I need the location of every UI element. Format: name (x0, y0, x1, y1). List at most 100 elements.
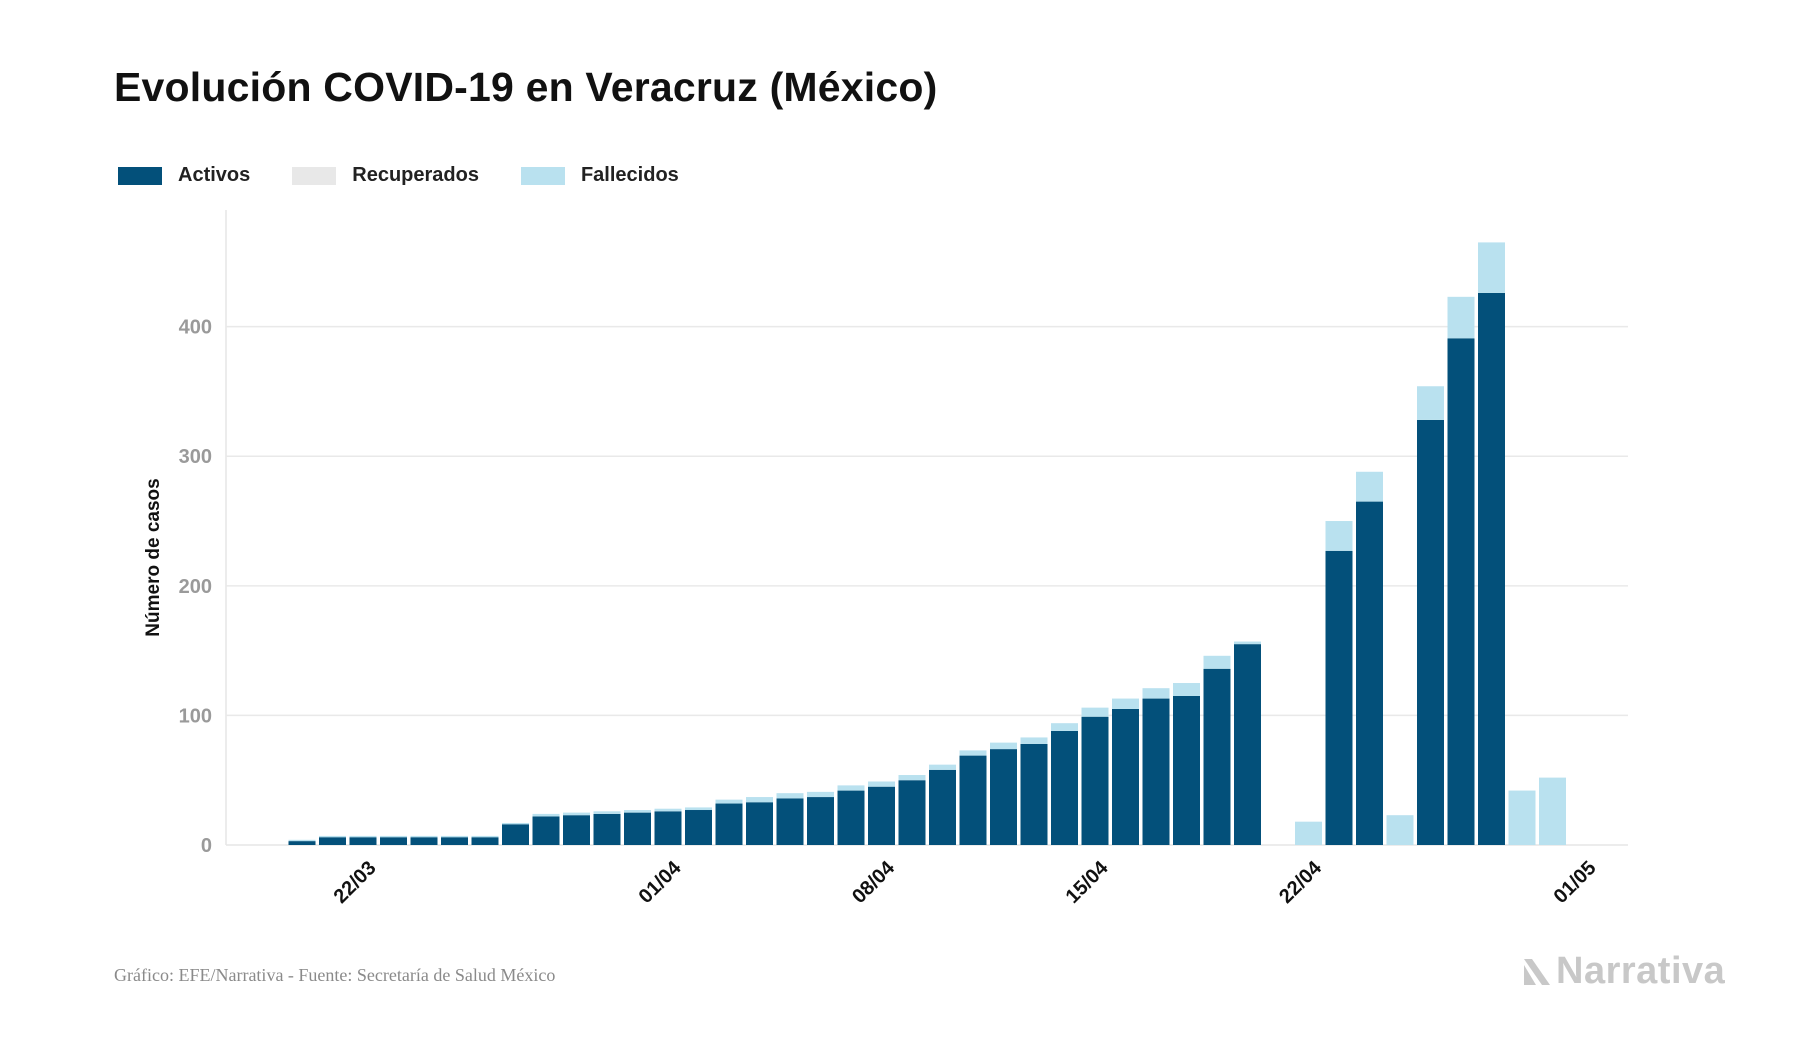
bar-fallecidos (410, 835, 438, 838)
bar-activos (898, 780, 926, 845)
bar-activos (410, 837, 438, 845)
legend-swatch-activos (118, 166, 162, 185)
bar-fallecidos (380, 835, 407, 838)
bar-fallecidos (1112, 698, 1139, 709)
bar-fallecidos (563, 812, 590, 816)
y-tick-label: 300 (179, 446, 212, 468)
bar-activos (593, 813, 621, 845)
legend-swatch-fallecidos (520, 166, 565, 185)
bar-activos (715, 803, 743, 845)
bar-fallecidos (1081, 707, 1109, 717)
bar-activos (990, 749, 1017, 845)
bar-activos (1081, 716, 1109, 845)
bar-fallecidos (929, 764, 956, 770)
bar-activos (624, 812, 651, 845)
legend-swatch-recuperados (292, 166, 337, 185)
bar-activos (441, 837, 468, 845)
bar-activos (807, 797, 834, 845)
x-tick-label: 15/04 (1062, 856, 1114, 908)
bar-activos (1356, 501, 1383, 845)
bar-activos (1203, 668, 1231, 845)
bar-fallecidos (807, 791, 834, 798)
bar-activos (502, 824, 529, 845)
brand-name: Narrativa (1556, 950, 1726, 992)
bar-fallecidos (1325, 521, 1353, 551)
bar-fallecidos (288, 839, 316, 842)
bar-fallecidos (746, 797, 773, 803)
bar-activos (776, 798, 804, 845)
bar-activos (837, 790, 865, 845)
bar-fallecidos (1295, 821, 1322, 845)
bar-activos (1478, 292, 1505, 845)
bar-activos (1112, 708, 1139, 845)
bar-fallecidos (1356, 471, 1383, 502)
bar-fallecidos (776, 793, 804, 799)
bar-fallecidos (685, 807, 712, 811)
bar-fallecidos (349, 835, 377, 838)
bar-fallecidos (1447, 296, 1475, 339)
legend-item-recuperados: Recuperados (292, 164, 479, 187)
bar-fallecidos (868, 781, 895, 787)
x-tick-label: 22/03 (330, 857, 381, 908)
legend-label-recuperados: Recuperados (352, 164, 479, 186)
y-tick-label: 0 (201, 835, 212, 857)
y-tick-label: 400 (179, 317, 212, 339)
bar-fallecidos (319, 835, 346, 838)
bar-activos (349, 837, 377, 845)
bar-activos (532, 816, 560, 845)
bar-fallecidos (654, 808, 682, 812)
bar-activos (288, 841, 316, 845)
bar-fallecidos (837, 785, 865, 791)
bar-activos (868, 786, 895, 845)
bar-fallecidos (1386, 815, 1414, 845)
y-axis-title: Número de casos (143, 478, 164, 636)
legend-label-fallecidos: Fallecidos (580, 164, 679, 186)
bar-activos (1234, 644, 1261, 845)
bar-fallecidos (1539, 777, 1566, 845)
bar-fallecidos (624, 810, 651, 813)
bar-fallecidos (471, 835, 499, 838)
bar-fallecidos (1203, 655, 1231, 669)
legend-label-activos: Activos (178, 164, 251, 186)
x-tick-label: 01/04 (635, 856, 687, 908)
legend: Activos Recuperados Fallecidos (118, 164, 721, 187)
legend-item-fallecidos: Fallecidos (520, 164, 679, 187)
brand-logo: Narrativa (1522, 950, 1725, 993)
bar-fallecidos (1051, 723, 1078, 731)
bar-fallecidos (898, 775, 926, 781)
bar-activos (1173, 695, 1200, 845)
y-tick-label: 100 (179, 705, 212, 727)
bar-fallecidos (1234, 641, 1261, 645)
y-tick-label: 200 (179, 576, 212, 598)
bar-fallecidos (959, 750, 987, 756)
source-note: Gráfico: EFE/Narrativa - Fuente: Secreta… (114, 965, 556, 985)
legend-item-activos: Activos (118, 164, 250, 187)
bar-activos (1325, 550, 1353, 845)
bar-activos (654, 811, 682, 845)
bar-activos (685, 810, 712, 845)
bar-fallecidos (593, 811, 621, 814)
x-tick-label: 08/04 (848, 856, 900, 908)
bar-fallecidos (441, 835, 468, 838)
chart-title: Evolución COVID-19 en Veracruz (México) (114, 64, 938, 110)
bar-activos (959, 755, 987, 845)
bar-fallecidos (715, 799, 743, 804)
bar-activos (1051, 730, 1078, 845)
bar-fallecidos (990, 742, 1017, 750)
bar-fallecidos (1417, 386, 1444, 420)
bar-fallecidos (532, 813, 560, 817)
bar-fallecidos (1478, 242, 1505, 293)
bar-activos (471, 837, 499, 845)
bar-activos (1417, 419, 1444, 845)
bar-activos (319, 837, 346, 845)
bar-fallecidos (1142, 688, 1170, 699)
bar-activos (1020, 743, 1048, 845)
bar-activos (1447, 338, 1475, 845)
bar-fallecidos (1508, 790, 1536, 845)
bar-activos (746, 802, 773, 845)
bar-fallecidos (1173, 683, 1200, 696)
bar-fallecidos (502, 822, 529, 825)
bar-activos (380, 837, 407, 845)
bar-activos (563, 815, 590, 845)
